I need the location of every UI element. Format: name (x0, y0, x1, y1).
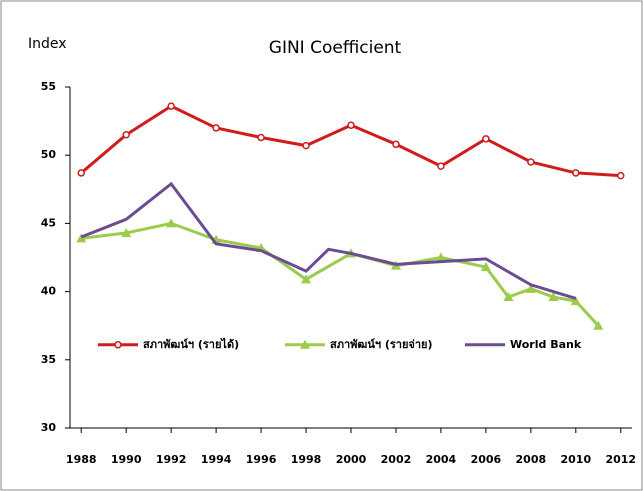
y-tick-label: 35 (41, 353, 56, 366)
legend-label: สภาพัฒน์ฯ (รายได้) (143, 337, 239, 351)
x-tick-label: 2000 (336, 453, 367, 466)
x-tick-label: 2006 (471, 453, 502, 466)
marker (527, 158, 535, 166)
x-tick-label: 1998 (291, 453, 322, 466)
marker (525, 283, 536, 293)
y-axis-label: Index (28, 36, 67, 52)
chart-title: GINI Coefficient (269, 38, 402, 58)
marker (437, 162, 445, 170)
marker (167, 102, 175, 110)
marker (570, 296, 581, 306)
x-tick-label: 2010 (560, 453, 591, 466)
x-tick-label: 1992 (156, 453, 187, 466)
marker (572, 169, 580, 177)
x-tick-label: 2012 (605, 453, 636, 466)
x-tick-label: 1990 (111, 453, 142, 466)
marker (257, 133, 265, 142)
marker (77, 169, 85, 177)
x-tick-label: 2004 (426, 453, 457, 466)
marker (480, 262, 491, 272)
legend-label: World Bank (510, 338, 582, 351)
marker (76, 233, 87, 243)
y-tick-label: 30 (41, 421, 57, 434)
series-line (80, 181, 577, 300)
legend-marker (114, 341, 122, 349)
y-tick-label: 55 (41, 80, 56, 93)
x-tick-label: 1988 (66, 453, 97, 466)
x-tick-label: 2002 (381, 453, 412, 466)
marker (212, 124, 220, 132)
legend-marker (300, 339, 310, 349)
y-tick-label: 50 (41, 148, 57, 161)
y-tick-label: 40 (41, 285, 57, 298)
legend-label: สภาพัฒน์ฯ (รายจ่าย) (330, 338, 433, 351)
marker (593, 320, 604, 330)
marker (301, 274, 312, 284)
marker (435, 252, 446, 262)
marker (482, 135, 490, 143)
marker (122, 130, 130, 139)
x-tick-label: 2008 (516, 453, 547, 466)
marker (347, 121, 355, 129)
marker (302, 141, 310, 150)
marker (392, 140, 400, 149)
x-tick-label: 1996 (246, 453, 277, 466)
marker (617, 171, 625, 180)
marker (121, 227, 132, 237)
marker (166, 218, 177, 228)
marker (548, 292, 559, 302)
marker (503, 292, 514, 302)
x-tick-label: 1994 (201, 453, 232, 466)
y-tick-label: 45 (41, 216, 56, 229)
